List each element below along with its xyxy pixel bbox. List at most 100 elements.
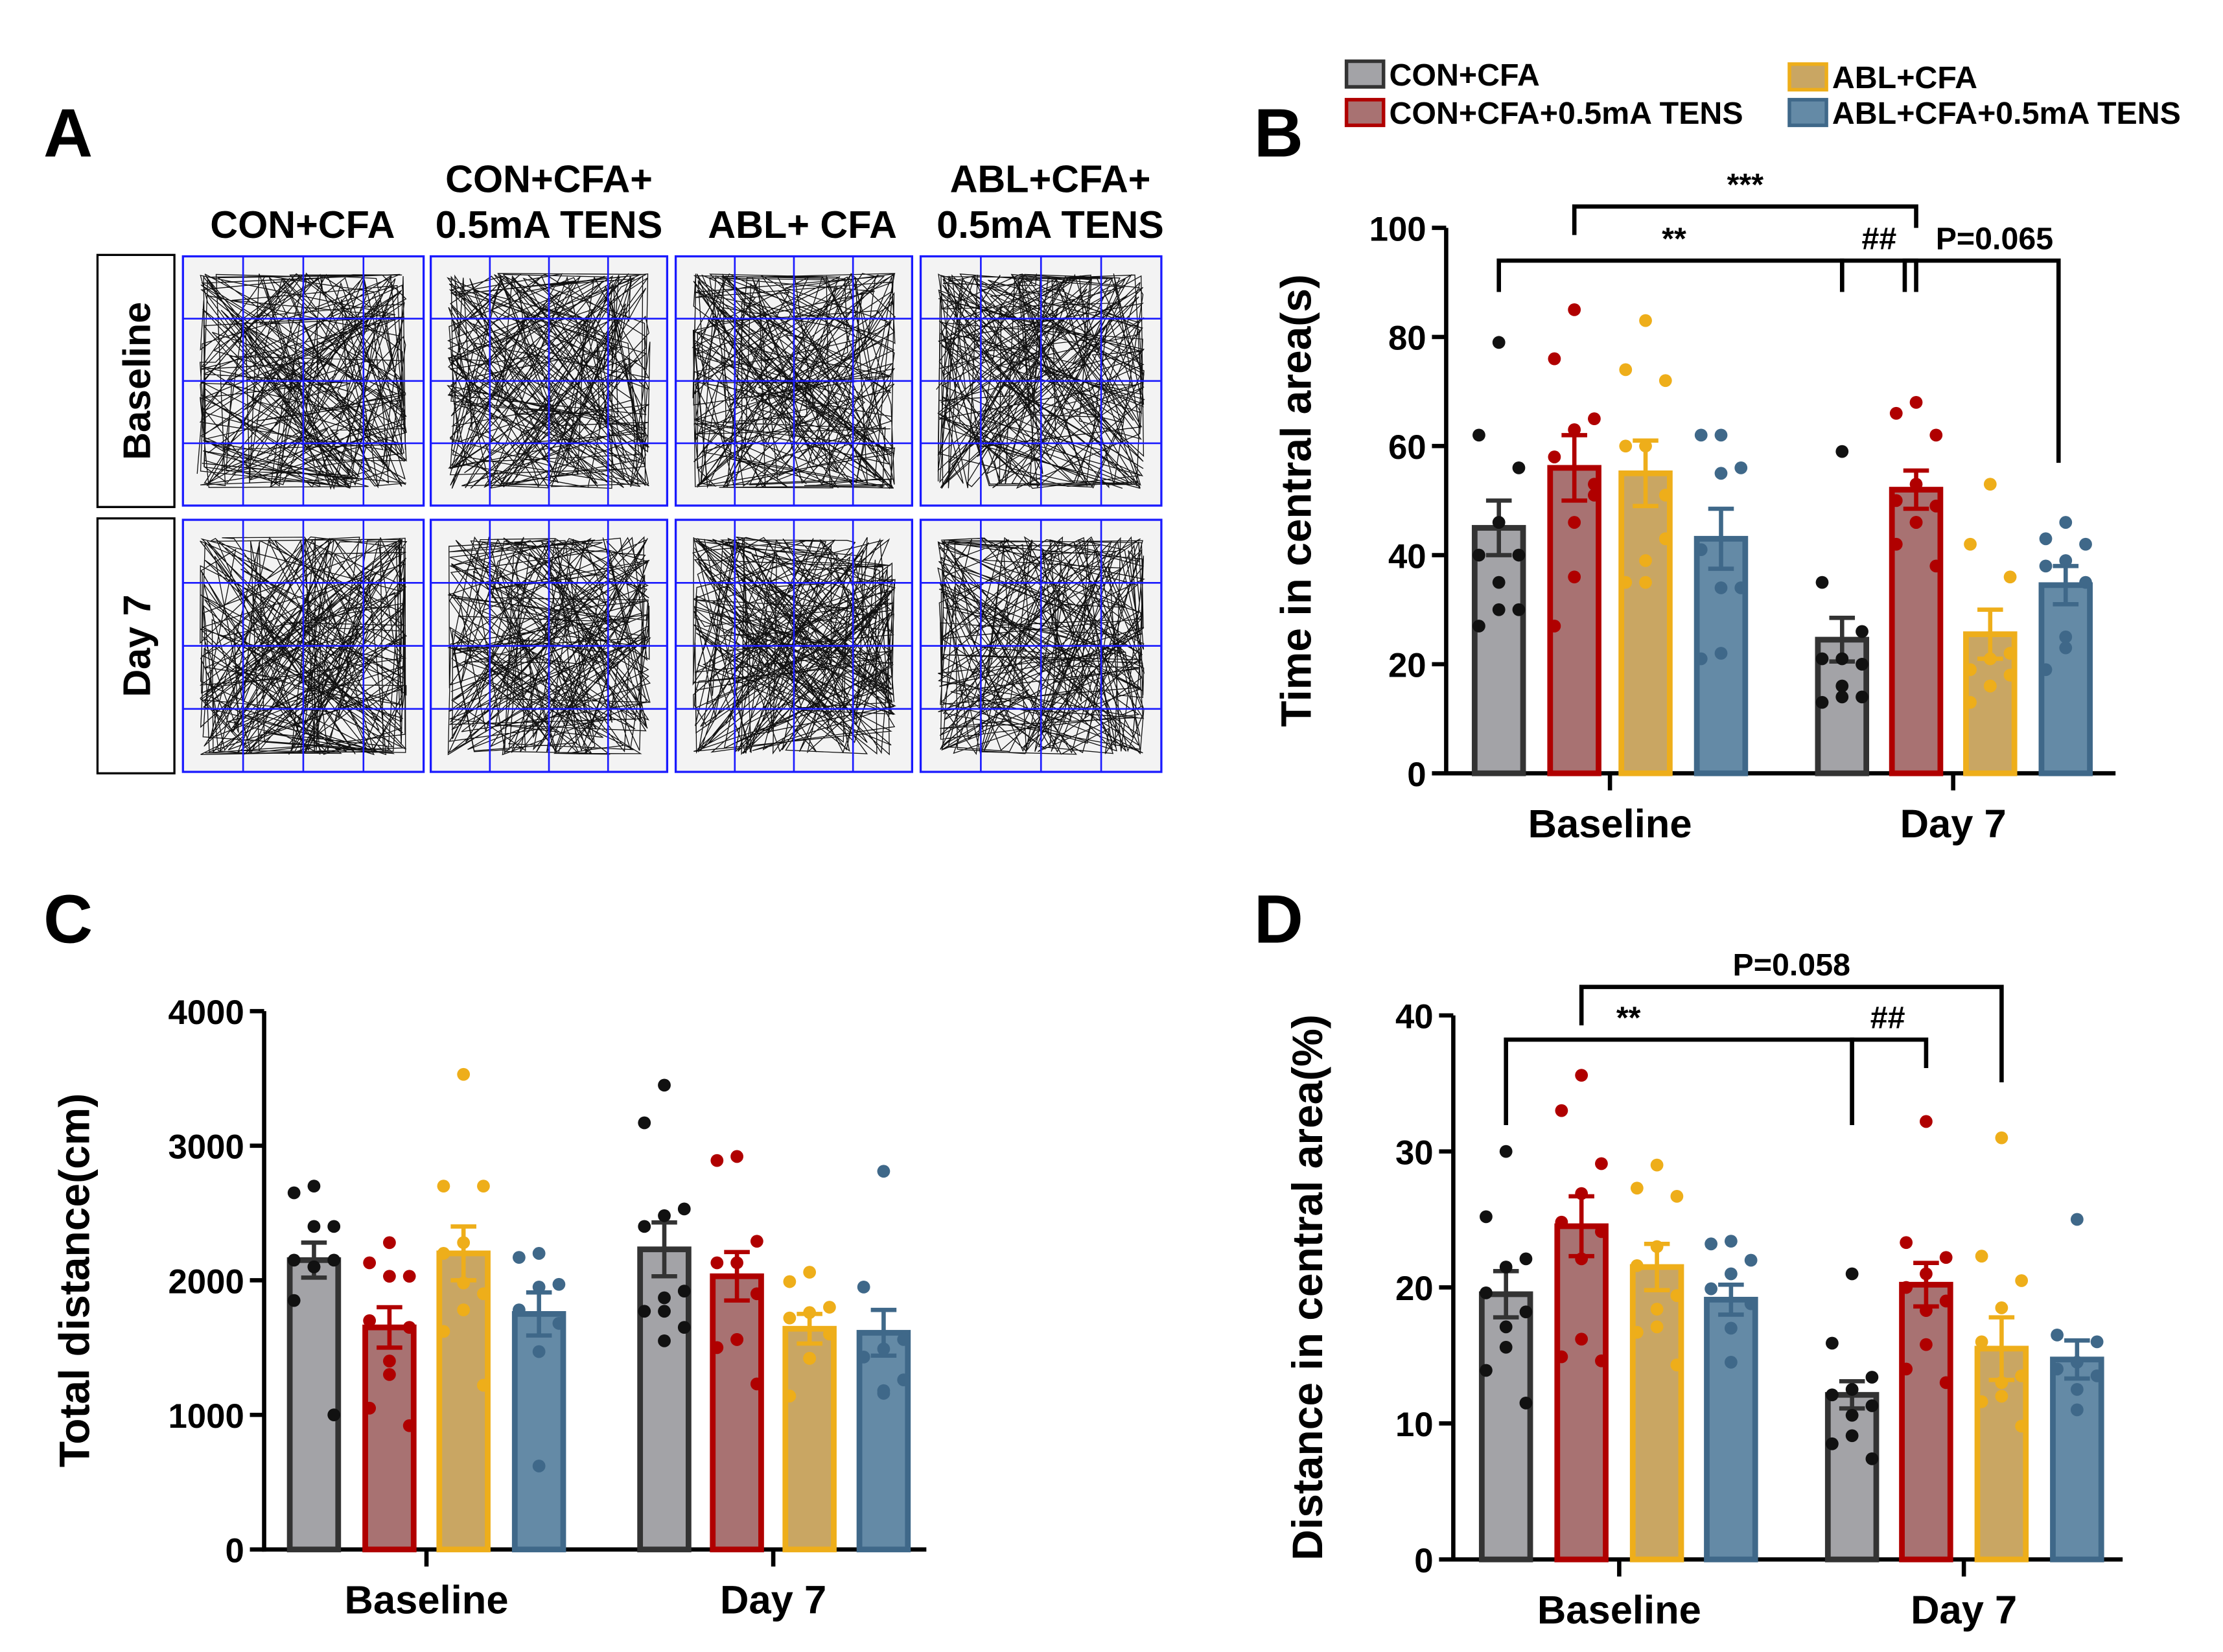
data-point <box>1909 516 1923 529</box>
data-point <box>1983 679 1997 693</box>
significance-label: *** <box>1727 167 1764 202</box>
data-point <box>1835 652 1849 666</box>
data-point <box>677 1202 691 1216</box>
bar <box>436 1250 491 1553</box>
significance-bracket <box>1496 258 1845 292</box>
data-point <box>1555 1215 1568 1229</box>
column-title-2: 0.5mA TENS <box>436 203 663 246</box>
data-point <box>1724 1321 1738 1335</box>
data-point <box>1826 1336 1839 1350</box>
data-point <box>823 1301 836 1314</box>
data-point <box>1845 1429 1859 1443</box>
arena-border <box>919 518 1163 773</box>
data-point <box>1744 1297 1758 1310</box>
y-tick-label: 0 <box>1414 1542 1433 1580</box>
movement-trace <box>200 536 408 756</box>
data-point <box>1492 576 1506 589</box>
data-point <box>1734 461 1748 474</box>
data-point <box>803 1306 817 1320</box>
data-point <box>1480 1286 1493 1299</box>
chart-d: 0 10 20 30 40 Distance in central area(%) Base… <box>1283 948 2123 1633</box>
data-point <box>1734 581 1748 594</box>
data-point <box>1964 663 1977 677</box>
y-axis-label: Distance in central area(%) <box>1283 1014 1331 1560</box>
y-tick-label: 10 <box>1395 1406 1434 1444</box>
significance-label: P=0.065 <box>1936 222 2053 257</box>
data-point <box>1694 428 1708 442</box>
panel-label-b: B <box>1254 96 1303 172</box>
y-tick-label: 20 <box>1395 1270 1434 1308</box>
legend-label: ABL+CFA+0.5mA TENS <box>1832 96 2181 131</box>
data-point <box>2015 1369 2029 1382</box>
y-tick-label: 3000 <box>168 1128 244 1167</box>
data-point <box>1639 314 1652 327</box>
legend-label: CON+CFA+0.5mA TENS <box>1389 96 1743 131</box>
chart-c: 0 1000 2000 3000 4000 Total distance(cm) Basel… <box>50 994 927 1623</box>
significance-label: P=0.058 <box>1733 948 1850 983</box>
data-point <box>1900 1281 1913 1294</box>
movement-trace <box>447 273 651 489</box>
data-point <box>1630 1181 1644 1195</box>
column-title-4: ABL+CFA+ <box>950 157 1151 201</box>
y-tick-label: 2000 <box>168 1262 244 1301</box>
data-point <box>897 1332 911 1346</box>
data-point <box>1744 1253 1758 1267</box>
data-point <box>2015 1419 2029 1433</box>
data-point <box>1575 1069 1589 1082</box>
data-point <box>1480 1210 1493 1224</box>
data-point <box>658 1305 671 1318</box>
data-point <box>1909 396 1923 409</box>
data-point <box>1492 603 1506 616</box>
data-point <box>363 1401 377 1415</box>
data-point <box>877 1387 890 1400</box>
significance-label: ** <box>1616 1001 1641 1036</box>
data-point <box>477 1379 490 1392</box>
data-point <box>1568 303 1581 316</box>
data-point <box>1975 1395 1988 1408</box>
bar <box>1629 1264 1684 1563</box>
panel-label-c: C <box>43 882 93 958</box>
x-tick-label: Day 7 <box>720 1578 826 1623</box>
data-point <box>307 1260 321 1274</box>
bar <box>1704 1296 1758 1563</box>
data-point <box>1595 1354 1608 1367</box>
data-point <box>1939 1251 1953 1264</box>
data-point <box>1983 478 1997 491</box>
data-point <box>1889 406 1903 420</box>
data-point <box>1568 423 1581 436</box>
data-point <box>1845 1382 1859 1396</box>
data-point <box>1639 554 1652 567</box>
bar <box>710 1273 764 1553</box>
data-point <box>383 1270 396 1283</box>
significance-label: ** <box>1662 222 1686 257</box>
data-point <box>1865 1399 1879 1412</box>
data-point <box>638 1116 651 1130</box>
data-point <box>1512 461 1526 474</box>
data-point <box>383 1367 396 1381</box>
data-point <box>2090 1335 2104 1349</box>
data-point <box>2051 1329 2064 1342</box>
data-point <box>2003 668 2017 682</box>
row-label-1: Baseline <box>115 302 159 460</box>
data-point <box>710 1154 724 1167</box>
data-point <box>1519 1396 1533 1410</box>
bar <box>782 1325 837 1553</box>
data-point <box>1815 652 1829 666</box>
data-point <box>2059 516 2073 529</box>
legend-swatch <box>1344 98 1386 128</box>
y-tick-label: 40 <box>1388 537 1426 576</box>
data-point <box>1900 1236 1913 1250</box>
data-point <box>2079 537 2092 551</box>
data-point <box>383 1236 396 1250</box>
data-point <box>1865 1452 1879 1465</box>
bar <box>1618 470 1673 776</box>
data-point <box>2070 1213 2084 1226</box>
data-point <box>803 1352 817 1365</box>
data-point <box>1619 439 1633 453</box>
data-point <box>477 1180 490 1193</box>
y-tick-label: 30 <box>1395 1134 1434 1172</box>
data-point <box>512 1303 526 1317</box>
data-point <box>327 1253 341 1267</box>
data-point <box>1575 1252 1589 1266</box>
